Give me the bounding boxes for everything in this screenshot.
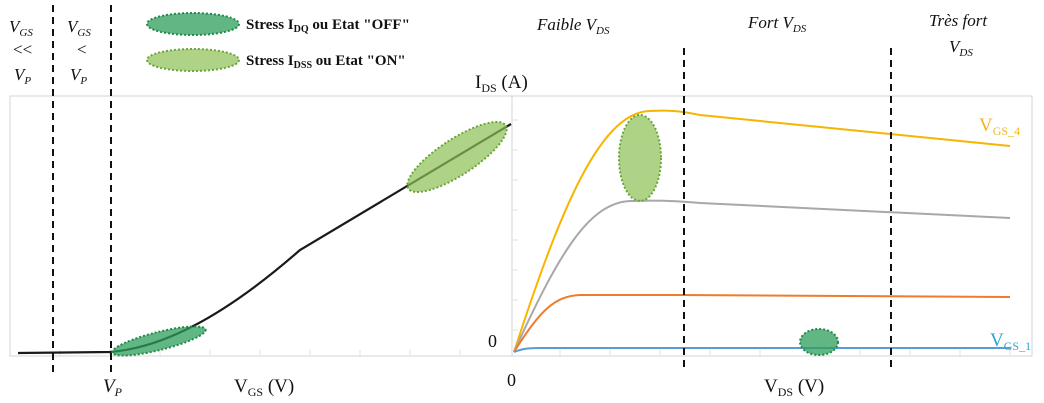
- stress-ellipse-off-right: [799, 328, 839, 356]
- stress-ellipse-on-right: [618, 114, 662, 202]
- vds-axis-label: VDS (V): [764, 376, 824, 399]
- legend-off-label: Stress IDQ ou Etat "OFF": [246, 17, 410, 35]
- curve-label-vgs4: VGS_4: [979, 115, 1020, 138]
- right-plot-frame: [511, 95, 1033, 357]
- vp-axis-label: VP: [103, 376, 123, 399]
- region-faible-vds: Faible VDS: [536, 15, 610, 37]
- vgs-axis-label: VGS (V): [234, 376, 294, 399]
- curve-label-vgs1: VGS_1: [990, 330, 1031, 353]
- region2-vp: VP: [70, 65, 87, 87]
- stress-ellipse-on-left: [406, 120, 508, 194]
- region1-vp: VP: [14, 65, 31, 87]
- output-curve-vgs1: [513, 347, 1010, 353]
- region-tres-fort-vds: VDS: [949, 37, 973, 59]
- stress-ellipse-off-left: [111, 325, 207, 357]
- region-tres-fort-line1: Très fort: [929, 11, 988, 30]
- origin-x-label: 0: [507, 370, 516, 390]
- region1-operator: <<: [13, 40, 32, 59]
- region2-vgs: VGS: [67, 17, 91, 39]
- region-separators: [52, 5, 892, 372]
- legend-on-swatch: [146, 48, 240, 72]
- region-fort-vds: Fort VDS: [747, 13, 807, 35]
- origin-y-label: 0: [488, 331, 497, 351]
- legend-off-swatch: [146, 12, 240, 36]
- output-curve-vgs2: [513, 294, 1011, 353]
- left-plot-frame: [9, 95, 513, 357]
- region1-vgs: VGS: [9, 17, 33, 39]
- ids-axis-label: IDS (A): [475, 72, 528, 95]
- output-curve-vgs4: [513, 109, 1011, 353]
- region2-operator: <: [77, 40, 87, 59]
- output-curve-vgs3: [513, 199, 1011, 353]
- legend-on-label: Stress IDSS ou Etat "ON": [246, 53, 406, 71]
